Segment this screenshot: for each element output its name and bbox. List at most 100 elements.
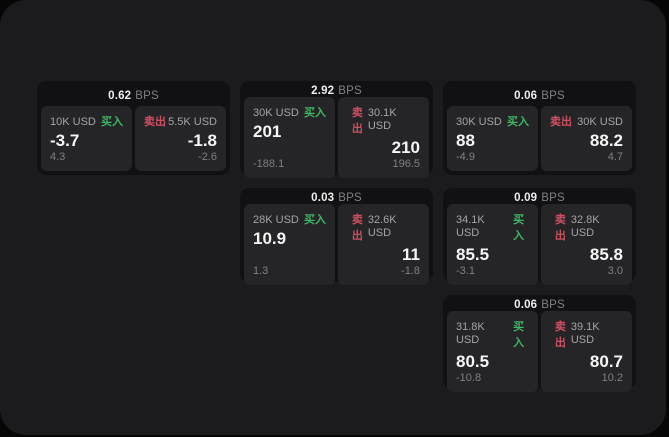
bps-header: 0.06 BPS <box>447 85 632 106</box>
buy-sub-value: -188.1 <box>253 158 285 170</box>
sell-sub-value: -2.6 <box>198 151 217 163</box>
buy-panel[interactable]: 28K USD 买入 10.9 1.3 <box>244 204 335 285</box>
sell-panel-top: 卖出 39.1K USD <box>550 318 623 350</box>
buy-panel-top: 31.8K USD 买入 <box>456 318 529 350</box>
sell-amount: 39.1K USD <box>570 321 600 346</box>
buy-panel-top: 28K USD 买入 <box>253 211 326 227</box>
sell-panel-top: 卖出 30.1K USD <box>347 104 420 136</box>
sell-amount: 30.1K USD <box>367 107 397 132</box>
buy-sub-value: -10.8 <box>456 372 482 384</box>
buy-amount: 34.1K USD <box>456 214 485 239</box>
quote-card[interactable]: 0.06 BPS 30K USD 买入 88 -4.9 卖出 30K USD <box>443 81 636 175</box>
buy-side-badge[interactable]: 买入 <box>507 113 529 129</box>
bps-value: 0.62 <box>108 89 132 102</box>
quote-card[interactable]: 0.06 BPS 31.8K USD 买入 80.5 -10.8 卖出 39.1… <box>443 295 636 392</box>
sell-price: 80.7 <box>589 352 623 371</box>
sell-sub-value: 3.0 <box>607 265 623 277</box>
bps-unit-label: BPS <box>338 192 362 204</box>
bps-value: 2.92 <box>311 85 335 97</box>
quote-card[interactable]: 2.92 BPS 30K USD 买入 201 -188.1 卖出 30.1K … <box>240 81 433 178</box>
buy-amount: 10K USD <box>50 116 96 128</box>
sell-side-badge[interactable]: 卖出 <box>550 211 571 243</box>
buy-price: 10.9 <box>253 229 287 248</box>
sell-side-badge[interactable]: 卖出 <box>144 113 166 129</box>
sell-sub-value: 10.2 <box>601 372 623 384</box>
buy-panel[interactable]: 31.8K USD 买入 80.5 -10.8 <box>447 311 538 392</box>
sell-panel-top: 卖出 30K USD <box>550 113 623 129</box>
sell-price: 88.2 <box>589 131 623 150</box>
sell-panel[interactable]: 卖出 32.6K USD 11 -1.8 <box>338 204 429 285</box>
sell-panel-top: 卖出 32.6K USD <box>347 211 420 243</box>
quote-card[interactable]: 0.03 BPS 28K USD 买入 10.9 1.3 卖出 32.6K US… <box>240 188 433 285</box>
buy-price: 85.5 <box>456 245 490 264</box>
sell-side-badge[interactable]: 卖出 <box>347 211 368 243</box>
quote-panels: 34.1K USD 买入 85.5 -3.1 卖出 32.8K USD 85.8… <box>447 204 632 285</box>
quote-card[interactable]: 0.09 BPS 34.1K USD 买入 85.5 -3.1 卖出 32.8K… <box>443 188 636 285</box>
bps-value: 0.03 <box>311 192 335 204</box>
sell-amount: 32.8K USD <box>570 214 600 239</box>
sell-amount: 32.6K USD <box>367 214 397 239</box>
buy-panel[interactable]: 34.1K USD 买入 85.5 -3.1 <box>447 204 538 285</box>
bps-header: 0.09 BPS <box>447 192 632 204</box>
buy-panel[interactable]: 10K USD 买入 -3.7 4.3 <box>41 106 132 171</box>
quote-panels: 10K USD 买入 -3.7 4.3 卖出 5.5K USD -1.8 -2.… <box>41 106 226 171</box>
buy-amount: 30K USD <box>456 116 502 128</box>
bps-unit-label: BPS <box>338 85 362 97</box>
buy-panel-top: 10K USD 买入 <box>50 113 123 129</box>
sell-price: 11 <box>402 245 420 264</box>
quote-panels: 30K USD 买入 201 -188.1 卖出 30.1K USD 210 1… <box>244 97 429 178</box>
buy-panel[interactable]: 30K USD 买入 88 -4.9 <box>447 106 538 171</box>
buy-price: 88 <box>456 131 475 150</box>
buy-sub-value: -3.1 <box>456 265 475 277</box>
sell-side-badge[interactable]: 卖出 <box>550 318 571 350</box>
sell-panel[interactable]: 卖出 30.1K USD 210 196.5 <box>338 97 429 178</box>
bps-unit-label: BPS <box>135 89 159 102</box>
buy-panel-top: 30K USD 买入 <box>253 104 326 120</box>
bps-header: 0.06 BPS <box>447 299 632 311</box>
bps-unit-label: BPS <box>541 299 565 311</box>
quote-card[interactable]: 0.62 BPS 10K USD 买入 -3.7 4.3 卖出 5.5K USD <box>37 81 230 175</box>
quote-panels: 31.8K USD 买入 80.5 -10.8 卖出 39.1K USD 80.… <box>447 311 632 392</box>
buy-sub-value: -4.9 <box>456 151 475 163</box>
bps-header: 0.62 BPS <box>41 85 226 106</box>
buy-price: 201 <box>253 122 282 141</box>
sell-price: 85.8 <box>589 245 623 264</box>
bps-unit-label: BPS <box>541 192 565 204</box>
buy-side-badge[interactable]: 买入 <box>508 318 529 350</box>
sell-sub-value: -1.8 <box>401 265 420 277</box>
sell-panel[interactable]: 卖出 39.1K USD 80.7 10.2 <box>541 311 632 392</box>
buy-side-badge[interactable]: 买入 <box>304 104 326 120</box>
sell-amount: 30K USD <box>577 116 623 128</box>
buy-price: -3.7 <box>50 131 80 150</box>
bps-header: 0.03 BPS <box>244 192 429 204</box>
sell-sub-value: 196.5 <box>392 158 420 170</box>
buy-sub-value: 4.3 <box>50 151 66 163</box>
sell-panel[interactable]: 卖出 32.8K USD 85.8 3.0 <box>541 204 632 285</box>
sell-amount: 5.5K USD <box>168 116 217 128</box>
sell-side-badge[interactable]: 卖出 <box>550 113 572 129</box>
bps-value: 0.06 <box>514 89 538 102</box>
buy-panel-top: 30K USD 买入 <box>456 113 529 129</box>
buy-price: 80.5 <box>456 352 490 371</box>
buy-side-badge[interactable]: 买入 <box>101 113 123 129</box>
sell-side-badge[interactable]: 卖出 <box>347 104 368 136</box>
buy-side-badge[interactable]: 买入 <box>508 211 529 243</box>
sell-panel[interactable]: 卖出 5.5K USD -1.8 -2.6 <box>135 106 226 171</box>
quote-cards-grid: 0.62 BPS 10K USD 买入 -3.7 4.3 卖出 5.5K USD <box>37 81 636 392</box>
buy-panel[interactable]: 30K USD 买入 201 -188.1 <box>244 97 335 178</box>
buy-amount: 30K USD <box>253 107 299 119</box>
sell-sub-value: 4.7 <box>607 151 623 163</box>
quote-panels: 30K USD 买入 88 -4.9 卖出 30K USD 88.2 4.7 <box>447 106 632 171</box>
sell-price: 210 <box>391 138 420 157</box>
buy-amount: 31.8K USD <box>456 321 485 346</box>
quote-panels: 28K USD 买入 10.9 1.3 卖出 32.6K USD 11 -1.8 <box>244 204 429 285</box>
sell-panel-top: 卖出 5.5K USD <box>144 113 217 129</box>
bps-value: 0.06 <box>514 299 538 311</box>
buy-panel-top: 34.1K USD 买入 <box>456 211 529 243</box>
sell-panel-top: 卖出 32.8K USD <box>550 211 623 243</box>
bps-unit-label: BPS <box>541 89 565 102</box>
sell-panel[interactable]: 卖出 30K USD 88.2 4.7 <box>541 106 632 171</box>
bps-header: 2.92 BPS <box>244 85 429 97</box>
buy-side-badge[interactable]: 买入 <box>304 211 326 227</box>
